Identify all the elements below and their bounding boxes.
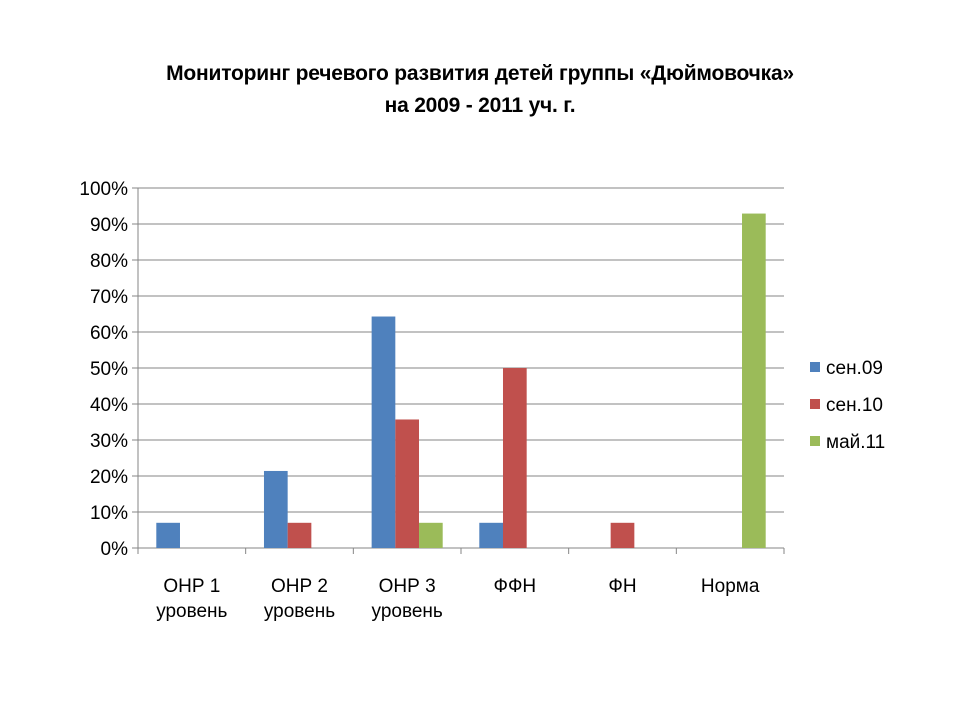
gridlines [138,187,784,513]
x-category-label: ФФН [494,576,537,597]
y-tick-label: 0% [101,539,129,560]
legend-swatch [810,399,820,409]
x-category-labels: ОНР 1 уровень ОНР 2 уровень ОНР 3 уровень ФФН Ф… [156,576,760,622]
bar-сен.09 [156,522,180,548]
y-tick-label: 90% [90,215,128,236]
legend-label: сен.09 [826,358,883,379]
x-category-label: ФН [608,576,636,597]
bar-сен.10 [287,522,312,548]
bars [156,213,766,548]
x-category-label: ОНР 3 [379,576,436,597]
bar-май.11 [419,522,443,548]
y-tick-label: 10% [90,503,128,524]
legend-label: сен.10 [826,395,883,416]
x-category-label: ОНР 2 [271,576,328,597]
x-category-label: уровень [264,601,335,622]
y-tick-label: 50% [90,359,128,380]
chart-title: Мониторинг речевого развития детей групп… [0,58,960,122]
legend: сен.09 сен.10 май.11 [810,358,885,453]
legend-swatch [810,362,820,372]
y-tick-label: 40% [90,395,128,416]
legend-swatch [810,436,820,446]
bar-сен.10 [502,368,527,548]
chart-title-line-1: Мониторинг речевого развития детей групп… [166,62,794,85]
y-tick-label: 100% [79,179,128,200]
chart-title-line-2: на 2009 - 2011 уч. г. [384,94,576,117]
bar-сен.10 [610,522,635,548]
bar-сен.10 [395,419,420,548]
y-tick-label: 60% [90,323,128,344]
bar-сен.09 [479,522,503,548]
bar-май.11 [742,213,766,548]
y-tick-labels: 0% 10% 20% 30% 40% 50% 60% 70% 80% 90% 100% [79,179,128,560]
x-category-label: уровень [156,601,227,622]
x-category-label: Норма [701,576,760,597]
bar-сен.09 [263,470,288,548]
legend-label: май.11 [826,432,885,453]
y-tick-label: 30% [90,431,128,452]
x-category-label: ОНР 1 [163,576,220,597]
axes [132,187,785,554]
y-tick-label: 20% [90,467,128,488]
y-tick-label: 80% [90,251,128,272]
bar-сен.09 [371,316,396,548]
x-category-label: уровень [372,601,443,622]
y-tick-label: 70% [90,287,128,308]
